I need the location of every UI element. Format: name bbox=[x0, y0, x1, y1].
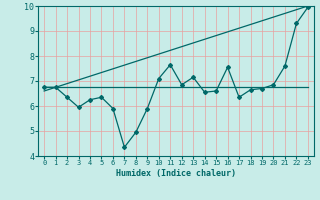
X-axis label: Humidex (Indice chaleur): Humidex (Indice chaleur) bbox=[116, 169, 236, 178]
